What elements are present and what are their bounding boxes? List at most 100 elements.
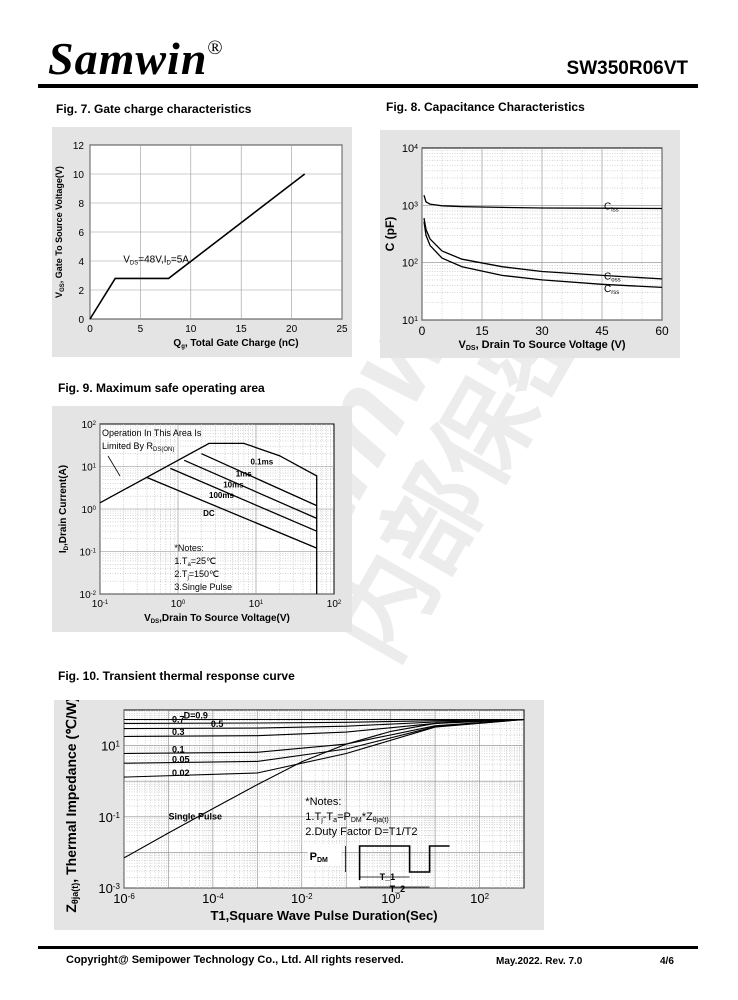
fig7-y-tick-label: 6 [78,228,84,239]
fig9-note-3: 3.Single Pulse [174,582,232,592]
fig9-series-line [183,459,317,519]
fig7-x-tick-label: 5 [138,324,144,335]
fig10-x-tick-label: 100 [381,891,400,906]
fig10-series-line [123,718,525,738]
fig10-x-axis-label: T1,Square Wave Pulse Duration(Sec) [210,908,437,923]
fig7-series-line [89,173,306,320]
fig7-x-tick-label: 20 [286,324,298,335]
fig10-notes-title: *Notes: [305,796,341,808]
fig10-note-2: 2.Duty Factor D=T1/T2 [305,826,417,838]
fig7-y-tick-label: 8 [78,199,84,210]
fig7-x-tick-label: 25 [336,324,348,335]
fig9-y-tick-label: 10-2 [80,590,97,601]
fig9-notes-title: *Notes: [174,543,204,553]
fig9-series-label: 1ms [236,470,253,479]
fig7-y-tick-label: 12 [73,141,85,152]
fig8-title: Fig. 8. Capacitance Characteristics [386,100,585,114]
fig8-x-tick-label: 0 [419,324,426,338]
fig8-y-axis-label: C (pF) [383,217,397,252]
fig7-chart: 0 5 10 15 20 25 0 2 4 6 8 10 12 VDS=48V,ID=5A Qg, Tota… [54,141,348,350]
fig8-x-tick-label: 60 [655,324,669,338]
fig7-y-tick-label: 4 [78,257,84,268]
fig8-x-tick-label: 15 [475,324,489,338]
fig10-pulse-waveform [358,845,450,880]
fig9-series-label: 10ms [223,481,244,490]
fig8-x-tick-label: 30 [535,324,549,338]
fig9-note-1: 1.Ta=25℃ [174,556,216,568]
fig8-series-line-crss [423,221,663,289]
fig9-y-tick-label: 100 [82,505,97,516]
fig8-series-label: Ciss [604,201,619,213]
fig10-y-tick-label: 101 [101,739,120,754]
fig10-series-label: 0.05 [172,754,190,764]
fig7-x-tick-label: 10 [185,324,197,335]
registered-mark: ® [207,37,224,59]
fig10-t1-label: T_1 [380,872,396,882]
fig7-y-axis-label: VGS, Gate To Source Voltage(V) [54,166,66,298]
fig10-y-axis-label: Zθja(t), Thermal Impedance (℃/W) [63,700,80,913]
fig10-series-label: 0.02 [172,768,190,778]
fig10-title: Fig. 10. Transient thermal response curv… [58,669,295,683]
fig8-series-line-ciss [423,195,663,210]
fig9-y-tick-label: 10-1 [80,548,97,559]
fig10-series-label: 0.5 [211,719,224,729]
fig9-series-line [99,442,318,594]
fig9-y-axis-label: ID,Drain Current(A) [58,465,70,553]
copyright-text: Copyright@ Semipower Technology Co., Ltd… [66,954,404,966]
fig7-y-tick-label: 0 [78,315,84,326]
fig9-region-note-2: Limited By RDS(ON) [102,441,174,453]
fig9-x-tick-label: 100 [171,599,186,610]
fig10-y-tick-label: 10-1 [98,810,120,825]
fig8-series-line-coss [423,217,663,280]
fig9-x-tick-label: 10-1 [92,599,109,610]
company-logo: Samwin® [48,36,224,82]
fig10-y-tick-label: 10-3 [98,881,120,896]
fig8-series-label: Crss [604,284,619,296]
fig10-chart: 10-6 10-4 10-2 100 102 10-3 10-1 101 D=0.90.7 0.5… [63,700,525,923]
fig10-pdm-label: PDM [310,851,328,864]
fig10-series-label: 0.7 [172,715,185,725]
fig10-x-tick-label: 10-2 [291,891,313,906]
fig10-series-label: 0.1 [172,744,185,754]
fig9-region-note-1: Operation In This Area Is [102,428,202,438]
fig10-series-label: D=0.9 [184,710,208,720]
fig7-annotation: VDS=48V,ID=5A [123,254,189,266]
fig9-y-tick-label: 101 [82,463,97,474]
page-number: 4/6 [660,956,674,967]
fig9-note-2: 2.Tj=150℃ [174,569,219,581]
fig10-x-tick-label: 102 [470,891,489,906]
fig9-series-label: 0.1ms [250,458,273,467]
fig9-series-line [146,476,317,549]
fig9-x-tick-label: 102 [327,599,342,610]
fig8-x-axis-label: VDS, Drain To Source Voltage (V) [458,339,625,352]
header-rule [38,84,698,88]
logo-text: Samwin [48,33,208,84]
fig8-y-tick-label: 101 [402,315,418,327]
fig7-x-axis-label: Qg, Total Gate Charge (nC) [173,338,298,350]
part-number: SW350R06VT [566,58,688,79]
fig10-pdm-box [307,844,342,866]
fig8-series-label: Coss [604,271,621,283]
fig10-x-tick-label: 10-6 [113,891,135,906]
fig7-y-tick-label: 10 [73,170,85,181]
fig9-series-label: DC [203,509,215,518]
fig9-title: Fig. 9. Maximum safe operating area [58,381,265,395]
fig8-y-tick-label: 104 [402,143,418,155]
fig10-x-tick-label: 10-4 [202,891,224,906]
fig10-series-label: 0.3 [172,727,185,737]
fig10-series-line [123,718,525,859]
fig7-x-tick-label: 0 [87,324,93,335]
fig10-note-1: 1.Tj-Ta=PDM*Zθja(t) [305,811,388,824]
fig9-x-tick-label: 101 [249,599,264,610]
fig9-x-axis-label: VDS,Drain To Source Voltage(V) [144,613,290,625]
fig9-region-arrow [107,455,121,477]
fig8-y-tick-label: 102 [402,258,418,270]
fig7-x-tick-label: 15 [236,324,248,335]
fig8-y-tick-label: 103 [402,200,418,212]
footer-rule [38,946,698,949]
fig9-series-line [170,467,317,532]
revision-text: May.2022. Rev. 7.0 [496,956,583,967]
fig10-t2-label: T_2 [390,884,406,894]
fig8-x-tick-label: 45 [595,324,609,338]
